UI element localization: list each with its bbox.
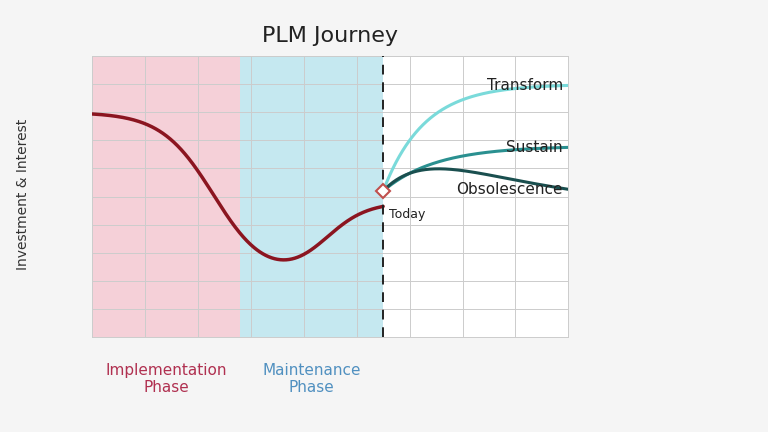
Text: Transform: Transform: [487, 78, 563, 93]
Text: Implementation
Phase: Implementation Phase: [105, 363, 227, 395]
Text: Maintenance
Phase: Maintenance Phase: [263, 363, 361, 395]
Text: Obsolescence: Obsolescence: [456, 182, 563, 197]
Text: Today: Today: [389, 208, 426, 221]
Text: Sustain: Sustain: [506, 140, 563, 155]
Text: Investment & Interest: Investment & Interest: [16, 119, 30, 270]
Bar: [92, 56, 240, 337]
Title: PLM Journey: PLM Journey: [262, 26, 399, 46]
Bar: [240, 56, 383, 337]
